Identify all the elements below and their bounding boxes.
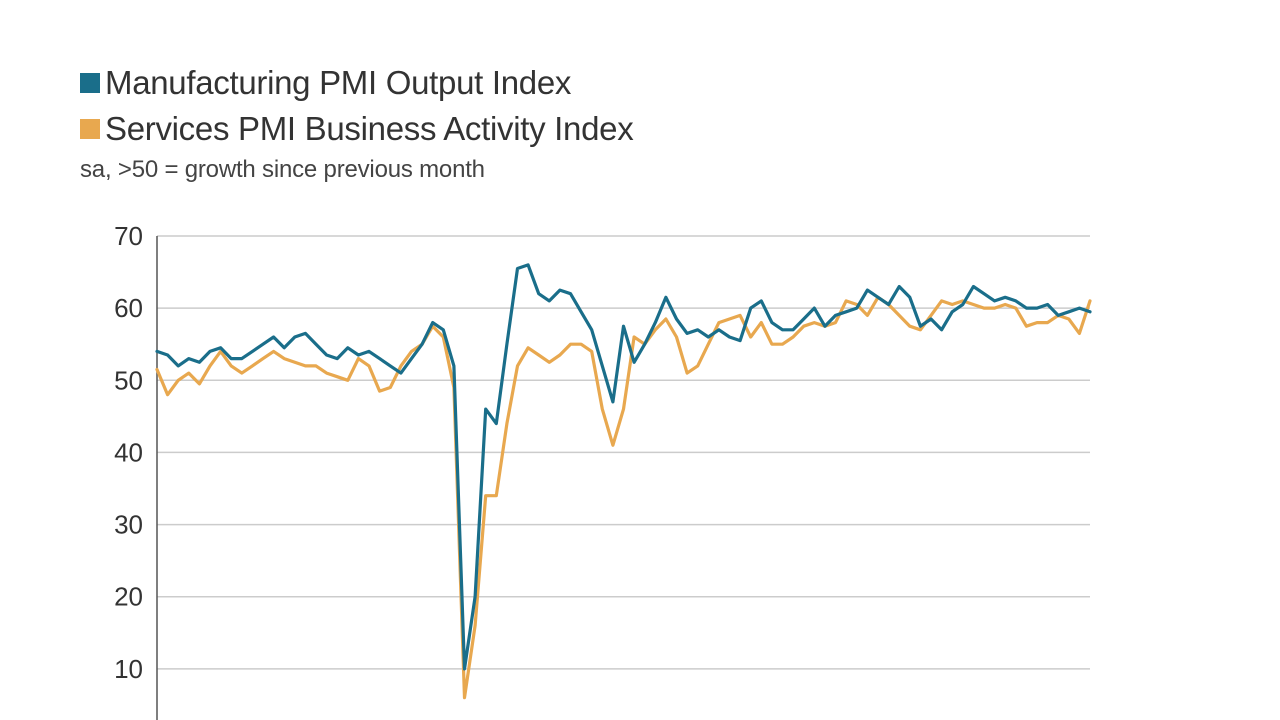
- manufacturing-swatch: [80, 73, 100, 93]
- y-tick-label-40: 40: [114, 437, 143, 467]
- y-tick-label-10: 10: [114, 654, 143, 684]
- y-tick-label-70: 70: [114, 221, 143, 251]
- y-tick-label-50: 50: [114, 365, 143, 395]
- legend-label-services: Services PMI Business Activity Index: [105, 110, 634, 147]
- chart-subtitle: sa, >50 = growth since previous month: [80, 156, 485, 183]
- legend-item-manufacturing: Manufacturing PMI Output Index: [80, 60, 633, 106]
- services-line: [155, 295, 1092, 700]
- y-tick-label-30: 30: [114, 510, 143, 540]
- y-tick-label-20: 20: [114, 582, 143, 612]
- y-tick-label-60: 60: [114, 293, 143, 323]
- manufacturing-line: [155, 263, 1092, 671]
- chart-legend: Manufacturing PMI Output Index Services …: [80, 60, 634, 184]
- legend-label-manufacturing: Manufacturing PMI Output Index: [105, 64, 572, 101]
- services-swatch: [80, 119, 100, 139]
- legend-item-services: Services PMI Business Activity Index: [80, 106, 634, 152]
